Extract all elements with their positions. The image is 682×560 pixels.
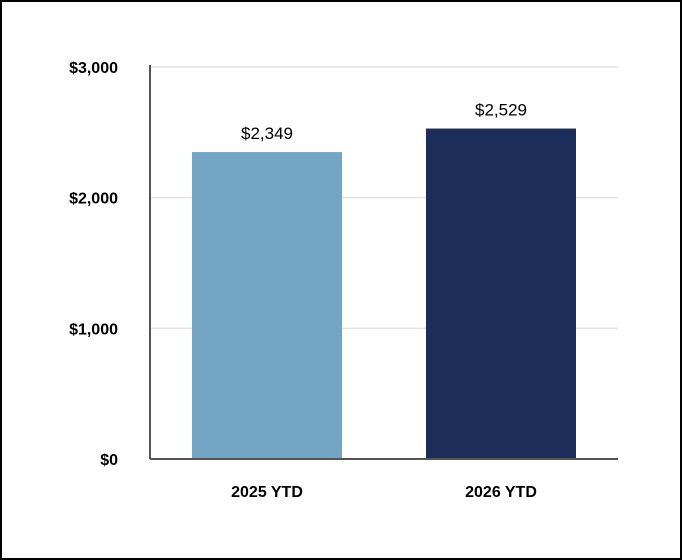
y-tick-label: $2,000 — [69, 191, 118, 208]
x-tick-label: 2026 YTD — [465, 484, 537, 501]
data-label: $2,349 — [241, 124, 293, 143]
y-tick-label: $0 — [100, 452, 118, 469]
bar — [426, 128, 576, 459]
data-label: $2,529 — [475, 101, 527, 120]
y-tick-label: $1,000 — [69, 321, 118, 338]
bar — [192, 152, 342, 459]
x-tick-label: 2025 YTD — [231, 484, 303, 501]
y-tick-label: $3,000 — [69, 60, 118, 77]
